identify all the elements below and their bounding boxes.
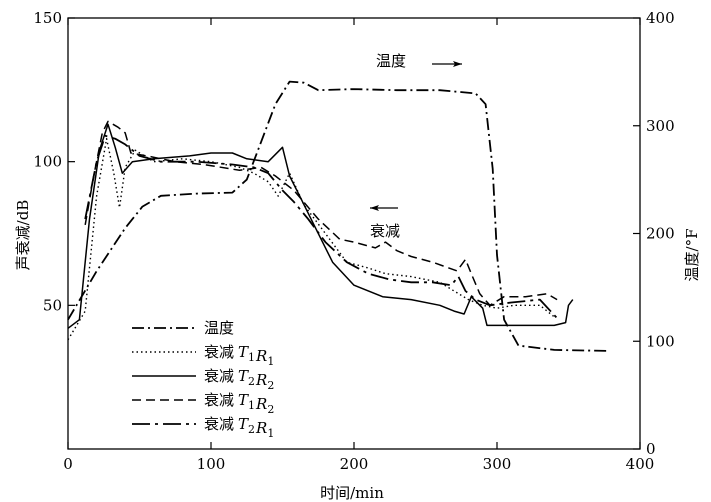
series-line-4 [84,120,558,307]
y-left-tick-label: 50 [43,296,62,314]
legend-label: 衰减 T2R1 [204,415,274,440]
y-left-tick-label: 150 [33,9,62,27]
legend-label: 衰减 T1R1 [204,343,274,368]
temperature-annotation-label: 温度 [376,52,406,70]
x-tick-label: 0 [63,455,73,473]
y-right-tick-label: 100 [646,332,675,350]
legend-math-symbol: T [238,367,249,385]
y-left-tick-label: 100 [33,153,62,171]
legend-label: 温度 [204,319,234,337]
legend-math-subscript: 2 [248,423,255,436]
x-tick-label: 400 [626,455,655,473]
left-arrow-icon [370,205,398,211]
x-axis-title: 时间/min [320,484,384,502]
legend-math-symbol: T [238,391,249,409]
legend-math-symbol: R [255,395,267,413]
axis-ticks: 0 100 200 300 400 50 100 150 0 100 200 300 400 [33,9,674,473]
axes [67,17,641,450]
legend-math-symbol: T [238,343,249,361]
legend-math-symbol: R [255,347,267,365]
attenuation-annotation-label: 衰减 [370,222,400,240]
legend-math-subscript: 1 [267,355,274,368]
legend-label: 衰减 T1R2 [204,391,274,416]
data-series [67,80,608,352]
legend-label-text: 温度 [204,319,234,337]
legend-label-text: 衰减 [204,343,234,361]
legend-math-symbol: R [255,419,267,437]
y-right-tick-label: 0 [646,440,656,458]
legend-label-text: 衰减 [204,391,234,409]
series-line-2 [67,138,555,341]
legend-math-subscript: 1 [248,399,255,412]
temperature-annotation: 温度 [376,52,462,70]
y-left-axis-title: 声衰减/dB [14,200,32,271]
x-tick-label: 200 [340,455,369,473]
series-line-1 [67,80,608,352]
x-tick-label: 300 [483,455,512,473]
legend-label: 衰减 T2R2 [204,367,274,392]
y-right-tick-label: 400 [646,9,675,27]
y-right-tick-label: 200 [646,225,675,243]
plot-frame [67,17,641,450]
y-right-tick-label: 300 [646,117,675,135]
x-tick-label: 100 [197,455,226,473]
legend-math-symbol: R [255,371,267,389]
legend-math-subscript: 2 [248,375,255,388]
right-arrow-icon [432,61,462,67]
legend-math-subscript: 1 [267,427,274,440]
legend-math-symbol: T [238,415,249,433]
legend-math-subscript: 2 [267,379,274,392]
legend-math-subscript: 1 [248,351,255,364]
legend-math-subscript: 2 [267,403,274,416]
series-line-5 [84,134,560,321]
y-right-axis-title: 温度/°F [683,229,701,282]
attenuation-annotation: 衰减 [370,205,400,240]
legend-label-text: 衰减 [204,415,234,433]
legend-label-text: 衰减 [204,367,234,385]
